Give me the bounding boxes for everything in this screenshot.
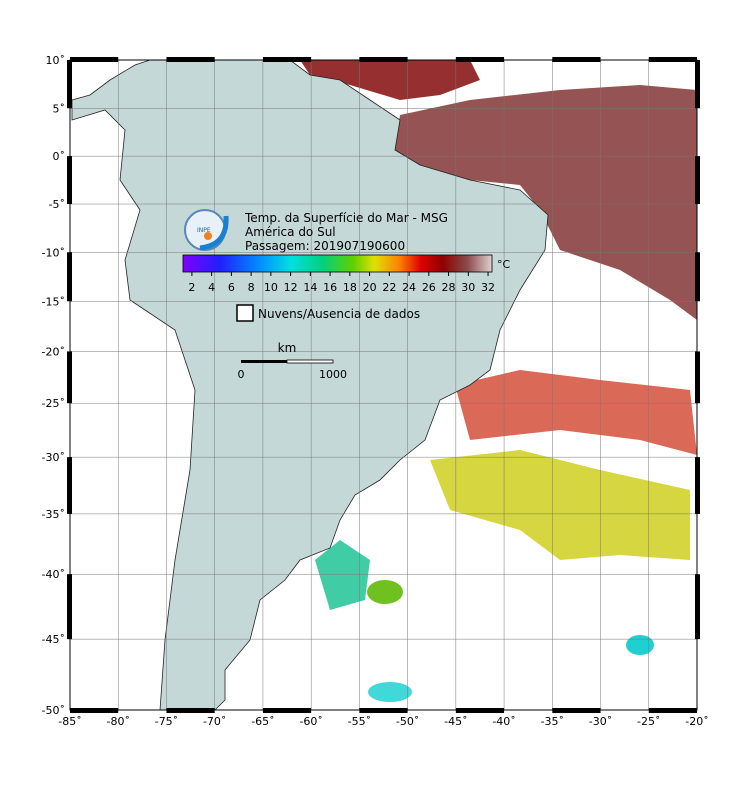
logo: INPE	[184, 209, 229, 251]
frame-seg	[166, 708, 215, 713]
frame-seg	[648, 708, 697, 713]
sst-cool	[315, 540, 370, 610]
frame-seg	[695, 457, 700, 514]
frame-seg	[695, 156, 700, 205]
title-line: América do Sul	[245, 225, 336, 239]
y-tick-label: -20˚	[42, 345, 65, 358]
colorbar-label: 2	[188, 281, 195, 294]
x-tick-label: -50˚	[396, 715, 419, 728]
x-tick-label: -60˚	[299, 715, 322, 728]
y-tick-label: -10˚	[42, 246, 65, 259]
y-tick-label: -40˚	[42, 568, 65, 581]
frame-seg	[262, 708, 312, 713]
sst-south-atlantic	[455, 370, 697, 455]
legend-swatch	[236, 304, 254, 322]
legend-label: Nuvens/Ausencia de dados	[258, 307, 420, 321]
frame-seg	[67, 574, 72, 640]
colorbar-label: 18	[343, 281, 357, 294]
scale-label: 0	[238, 368, 245, 381]
y-tick-label: -50˚	[42, 704, 65, 717]
frame-seg	[359, 57, 408, 62]
x-tick-label: -30˚	[589, 715, 612, 728]
colorbar-label: 24	[402, 281, 416, 294]
colorbar-label: 14	[303, 281, 317, 294]
frame-seg	[695, 60, 700, 109]
frame-seg	[70, 708, 119, 713]
frame-seg	[67, 457, 72, 514]
frame-seg	[695, 351, 700, 404]
frame-seg	[552, 708, 601, 713]
scale-label: 1000	[319, 368, 347, 381]
frame-ticks	[67, 57, 700, 713]
y-tick-label: -25˚	[42, 397, 65, 410]
frame-seg	[648, 57, 697, 62]
frame-seg	[67, 351, 72, 404]
colorbar-label: 32	[481, 281, 495, 294]
colorbar-ticks: 2 4 6 8 10 12 14 16 18 20 22 24 26 28 30 32	[188, 272, 495, 294]
sst-patch	[368, 682, 412, 702]
title-line: Temp. da Superfície do Mar - MSG	[244, 211, 448, 225]
frame-seg	[262, 57, 312, 62]
colorbar-label: 6	[228, 281, 235, 294]
colorbar-label: 4	[208, 281, 215, 294]
x-tick-label: -80˚	[106, 715, 129, 728]
x-tick-label: -45˚	[444, 715, 467, 728]
scale-seg	[286, 359, 334, 364]
x-tick-label: -70˚	[203, 715, 226, 728]
frame-seg	[67, 60, 72, 109]
scale-unit: km	[278, 341, 297, 355]
logo-arrow	[199, 215, 229, 251]
x-tick-label: -55˚	[348, 715, 371, 728]
y-tick-label: -35˚	[42, 508, 65, 521]
x-tick-label: -35˚	[541, 715, 564, 728]
colorbar-label: 16	[323, 281, 337, 294]
y-tick-label: -5˚	[49, 198, 65, 211]
x-tick-label: -65˚	[251, 715, 274, 728]
frame-seg	[552, 57, 601, 62]
x-tick-label: -75˚	[155, 715, 178, 728]
sst-equatorial	[395, 85, 697, 320]
sst-subtropical	[430, 450, 690, 560]
frame-seg	[166, 57, 215, 62]
y-tick-label: -15˚	[42, 295, 65, 308]
x-tick-label: -40˚	[492, 715, 515, 728]
colorbar-label: 12	[284, 281, 298, 294]
y-tick-label: -30˚	[42, 451, 65, 464]
x-tick-label: -85˚	[58, 715, 81, 728]
colorbar-label: 28	[442, 281, 456, 294]
sst-warm-band	[300, 60, 480, 100]
frame-seg	[695, 252, 700, 302]
frame-seg	[359, 708, 408, 713]
colorbar-label: 30	[461, 281, 475, 294]
frame-seg	[695, 574, 700, 640]
sst-patch	[367, 580, 403, 604]
y-tick-label: -45˚	[42, 633, 65, 646]
scale-bar: km 0 1000	[238, 341, 348, 381]
colorbar-label: 10	[264, 281, 278, 294]
x-tick-label: -25˚	[637, 715, 660, 728]
x-tick-label: -20˚	[685, 715, 708, 728]
map-area	[70, 59, 697, 711]
scale-seg	[241, 360, 287, 363]
y-tick-label: 5˚	[53, 102, 66, 115]
sst-patch	[626, 635, 654, 655]
colorbar-label: 26	[422, 281, 436, 294]
colorbar-unit: °C	[497, 258, 511, 271]
title-line: Passagem: 201907190600	[245, 239, 405, 253]
colorbar-label: 22	[382, 281, 396, 294]
logo-text: INPE	[197, 227, 211, 234]
colorbar-label: 8	[248, 281, 255, 294]
colorbar	[182, 254, 493, 273]
logo-dot	[204, 232, 212, 240]
frame-seg	[455, 57, 505, 62]
frame-seg	[67, 252, 72, 302]
frame-seg	[67, 156, 72, 205]
frame-seg	[455, 708, 505, 713]
colorbar-label: 20	[363, 281, 377, 294]
frame-seg	[70, 57, 119, 62]
y-tick-label: 0˚	[53, 150, 66, 163]
y-tick-label: 10˚	[46, 54, 66, 67]
